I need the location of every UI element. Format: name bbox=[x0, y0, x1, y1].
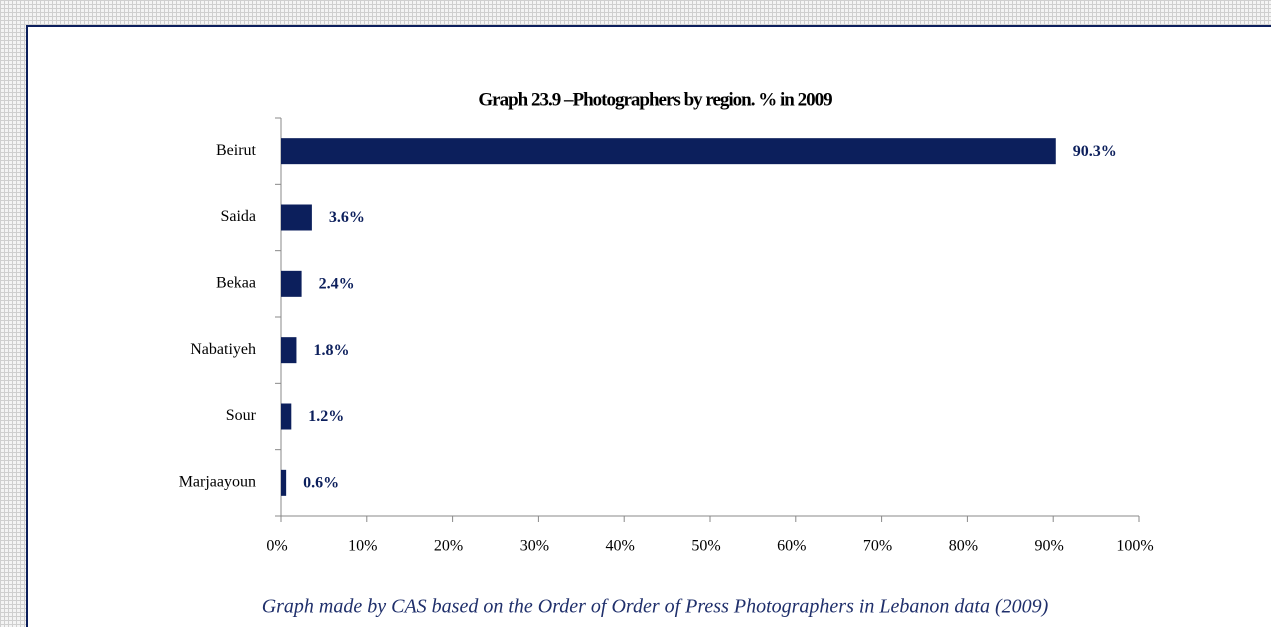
value-label: 2.4% bbox=[319, 276, 355, 293]
y-tick-label: Saida bbox=[220, 208, 256, 225]
bar bbox=[281, 204, 312, 231]
bar bbox=[281, 270, 302, 297]
x-tick-label: 10% bbox=[348, 538, 377, 555]
x-tick-label: 30% bbox=[520, 538, 549, 555]
chart-title: Graph 23.9 –Photographers by region. % i… bbox=[478, 89, 832, 110]
panel bbox=[26, 26, 1271, 627]
value-label: 90.3% bbox=[1073, 143, 1117, 160]
x-tick-label: 50% bbox=[691, 538, 720, 555]
bar bbox=[281, 403, 292, 430]
x-tick-label: 80% bbox=[949, 538, 978, 555]
y-tick-label: Bekaa bbox=[216, 275, 256, 292]
x-tick-label: 60% bbox=[777, 538, 806, 555]
x-tick-label: 90% bbox=[1035, 538, 1064, 555]
bar bbox=[281, 337, 297, 364]
y-tick-label: Beirut bbox=[216, 142, 257, 159]
x-tick-label: 70% bbox=[863, 538, 892, 555]
value-label: 1.8% bbox=[313, 342, 349, 359]
y-tick-label: Nabatiyeh bbox=[190, 341, 256, 358]
bar bbox=[281, 469, 287, 496]
caption: Graph made by CAS based on the Order of … bbox=[262, 596, 1049, 618]
y-tick-label: Sour bbox=[226, 407, 257, 424]
value-label: 1.2% bbox=[308, 408, 344, 425]
x-tick-label: 0% bbox=[266, 538, 287, 555]
x-tick-label: 100% bbox=[1116, 538, 1153, 555]
value-label: 3.6% bbox=[329, 209, 365, 226]
x-tick-label: 40% bbox=[606, 538, 635, 555]
value-label: 0.6% bbox=[303, 475, 339, 492]
bar bbox=[281, 138, 1056, 165]
x-tick-label: 20% bbox=[434, 538, 463, 555]
y-tick-label: Marjaayoun bbox=[179, 474, 256, 491]
